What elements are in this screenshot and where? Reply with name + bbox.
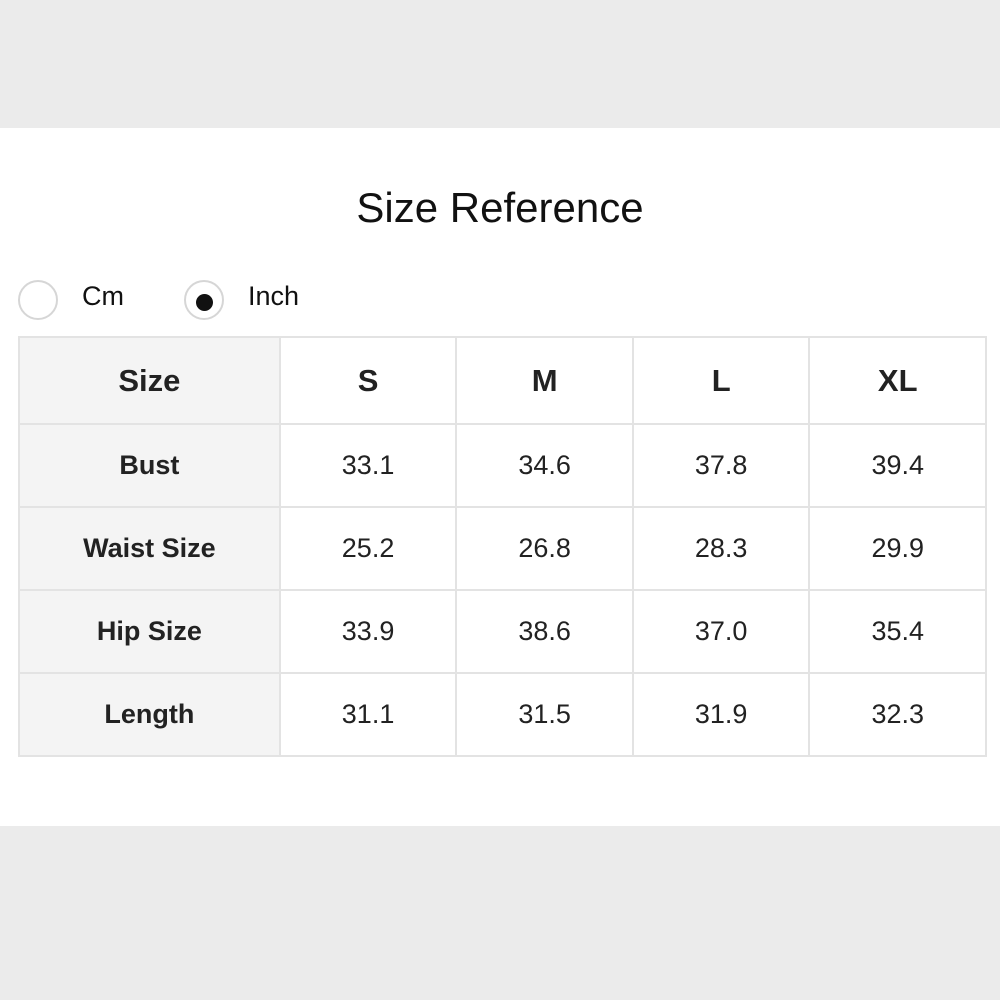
radio-label: Inch — [248, 280, 300, 311]
table-cell: 34.6 — [455, 423, 634, 508]
table-cell: 35.4 — [808, 589, 987, 674]
radio-unchecked-icon[interactable] — [18, 280, 58, 320]
table-cell: 37.0 — [631, 589, 811, 674]
size-table: Size S M L XL Bust 33.1 34.6 37.8 39.4 W… — [18, 336, 987, 757]
table-cell: 38.6 — [455, 589, 634, 674]
table-row: Hip Size 33.9 38.6 37.0 35.4 — [18, 589, 987, 674]
header-cell: M — [455, 336, 634, 425]
page-title: Size Reference — [356, 184, 644, 231]
table-row: Bust 33.1 34.6 37.8 39.4 — [18, 423, 987, 508]
table-cell: 33.1 — [278, 423, 458, 508]
table-cell: 26.8 — [455, 506, 634, 591]
row-header: Bust — [18, 423, 281, 508]
table-row: Length 31.1 31.5 31.9 32.3 — [18, 672, 987, 757]
table-cell: 28.3 — [631, 506, 811, 591]
header-cell: XL — [808, 336, 987, 425]
table-cell: 25.2 — [278, 506, 458, 591]
table-row: Waist Size 25.2 26.8 28.3 29.9 — [18, 506, 987, 591]
table-cell: 31.9 — [631, 672, 811, 757]
header-cell: L — [631, 336, 811, 425]
row-header: Waist Size — [18, 506, 281, 591]
unit-radio-inch[interactable]: Inch — [184, 280, 299, 320]
table-cell: 31.1 — [278, 672, 458, 757]
table-cell: 37.8 — [631, 423, 811, 508]
row-header: Hip Size — [18, 589, 281, 674]
table-cell: 39.4 — [808, 423, 987, 508]
table-cell: 29.9 — [808, 506, 987, 591]
unit-radio-cm[interactable]: Cm — [18, 280, 124, 320]
row-header: Length — [18, 672, 281, 757]
table-cell: 31.5 — [455, 672, 634, 757]
table-cell: 32.3 — [808, 672, 987, 757]
header-cell: Size — [18, 336, 281, 425]
table-cell: 33.9 — [278, 589, 458, 674]
radio-label: Cm — [82, 280, 124, 311]
radio-checked-icon[interactable] — [184, 280, 224, 320]
table-header-row: Size S M L XL — [18, 336, 987, 425]
header-cell: S — [278, 336, 458, 425]
